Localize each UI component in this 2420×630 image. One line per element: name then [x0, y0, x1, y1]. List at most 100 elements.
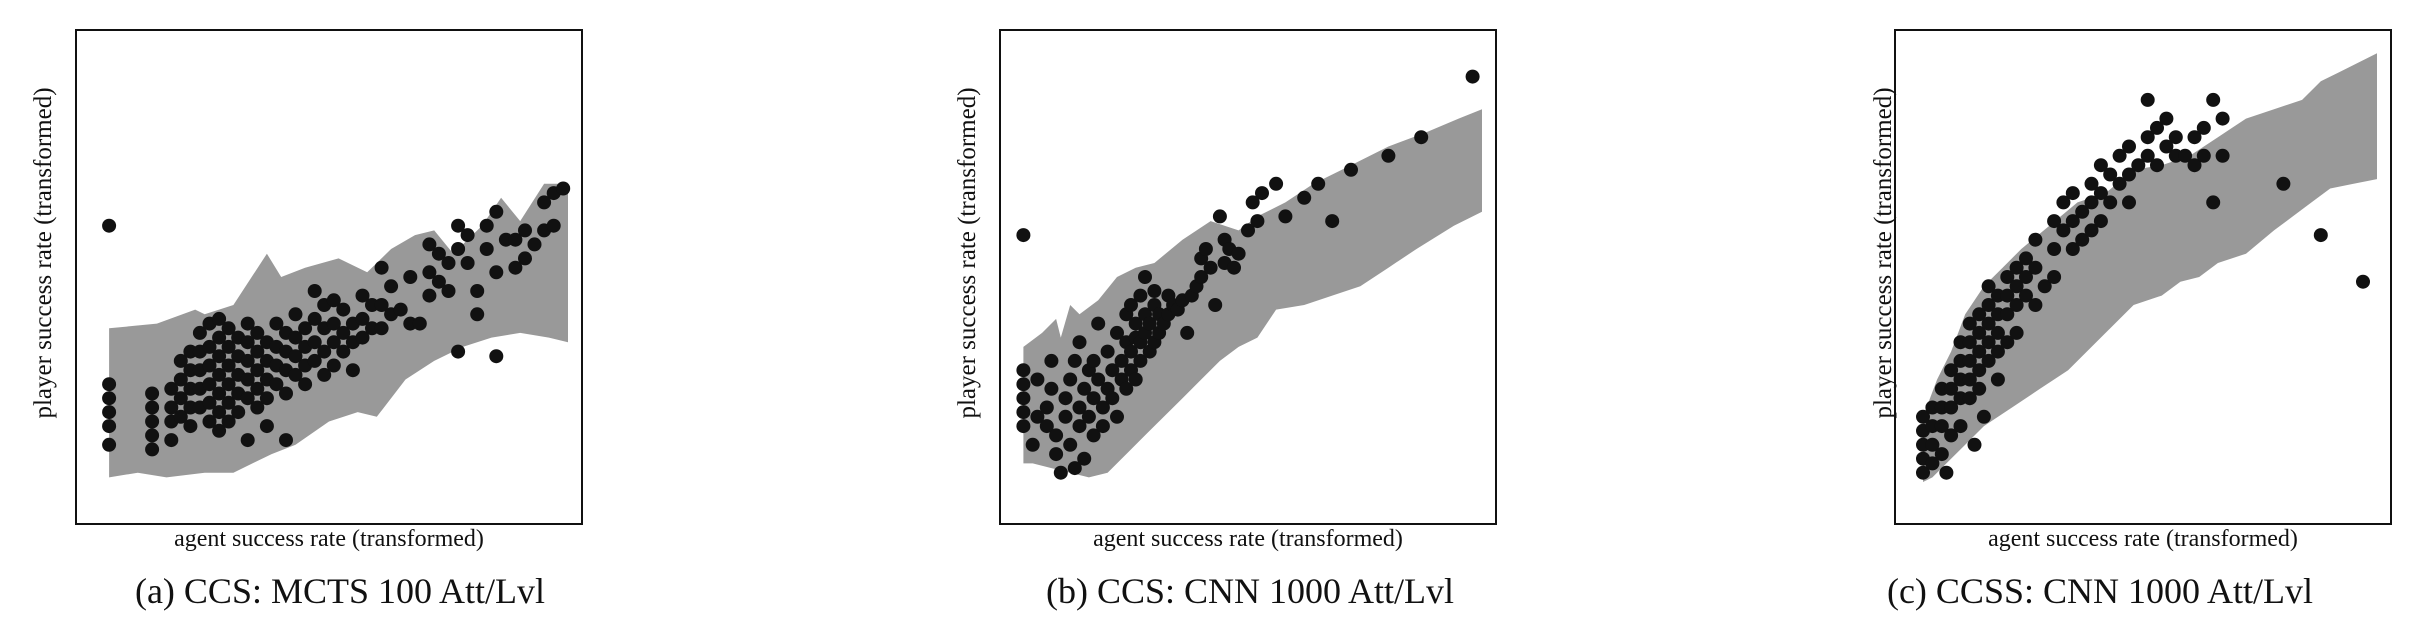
data-point	[240, 391, 255, 406]
data-point	[1278, 209, 1293, 224]
data-point	[2215, 111, 2230, 126]
data-point	[173, 391, 188, 406]
data-point	[422, 237, 437, 252]
data-point	[173, 372, 188, 387]
data-point	[336, 344, 351, 359]
data-point	[1058, 391, 1073, 406]
data-point	[2084, 223, 2099, 238]
data-point	[145, 414, 160, 429]
data-point	[451, 242, 466, 256]
data-point	[1972, 381, 1987, 396]
x-axis-label-b: agent success rate (transformed)	[1093, 526, 1403, 552]
data-point	[1981, 335, 1996, 350]
data-point	[355, 330, 370, 345]
data-point	[1128, 316, 1143, 331]
data-point	[2093, 214, 2108, 229]
data-point	[1311, 176, 1326, 191]
data-point	[1049, 447, 1064, 462]
data-point	[1208, 298, 1223, 312]
data-point	[1138, 270, 1152, 284]
panel-b: player success rate (transformed) agent …	[800, 0, 1610, 630]
data-point	[145, 386, 160, 401]
data-point	[1077, 381, 1092, 396]
data-point	[1990, 372, 2005, 387]
data-point	[1255, 186, 1269, 201]
data-point	[2150, 120, 2164, 135]
data-point	[2103, 167, 2118, 182]
data-point	[1049, 428, 1064, 443]
data-point	[1016, 363, 1031, 378]
data-point	[2215, 148, 2230, 163]
data-point	[2028, 298, 2043, 312]
data-point	[2000, 270, 2015, 284]
data-point	[1016, 377, 1031, 392]
data-point	[1063, 372, 1078, 387]
data-point	[1227, 260, 1241, 275]
data-point	[250, 381, 265, 396]
data-point	[202, 377, 217, 392]
data-point	[1981, 279, 1996, 294]
data-point	[212, 423, 227, 438]
data-point	[2131, 158, 2146, 173]
scatter-plot-b	[999, 29, 1497, 525]
data-point	[2000, 288, 2015, 303]
data-point	[2009, 260, 2024, 275]
data-point	[102, 218, 117, 233]
data-point	[422, 288, 437, 303]
data-point	[2019, 270, 2033, 284]
data-point	[431, 246, 446, 261]
data-point	[1972, 307, 1987, 322]
data-point	[259, 419, 274, 434]
data-point	[102, 405, 117, 420]
data-point	[2000, 335, 2015, 350]
data-point	[1981, 298, 1996, 312]
data-point	[345, 363, 360, 378]
data-point	[336, 302, 351, 317]
y-axis-label-b: player success rate (transformed)	[954, 87, 981, 419]
data-point	[365, 298, 379, 312]
data-point	[1962, 316, 1977, 331]
data-point	[1381, 148, 1396, 163]
data-point	[2276, 176, 2291, 191]
data-point	[2037, 279, 2052, 294]
data-point	[1124, 344, 1138, 359]
data-point	[2084, 195, 2099, 210]
data-point	[1133, 288, 1148, 303]
data-point	[1091, 316, 1106, 331]
data-point	[470, 284, 485, 298]
data-point	[1990, 325, 2005, 340]
plot-frame	[75, 29, 583, 525]
data-point	[2140, 148, 2155, 163]
data-point	[1086, 353, 1101, 368]
data-point	[489, 265, 504, 280]
data-point	[1245, 195, 1260, 210]
data-point	[355, 288, 370, 303]
data-point	[240, 353, 255, 368]
data-point	[221, 358, 236, 373]
data-point	[1981, 316, 1996, 331]
data-point	[250, 400, 265, 415]
data-point	[2206, 92, 2221, 107]
data-point	[451, 344, 466, 359]
data-point	[1072, 400, 1087, 415]
data-point	[2187, 130, 2202, 145]
data-point	[2056, 223, 2071, 238]
data-point	[556, 181, 571, 196]
data-point	[1016, 391, 1031, 406]
data-point	[102, 437, 117, 452]
data-point	[145, 428, 160, 443]
data-point	[202, 414, 217, 429]
data-point	[298, 377, 313, 392]
data-point	[1180, 325, 1195, 340]
data-point	[1972, 325, 1987, 340]
data-point	[2047, 270, 2062, 284]
data-point	[2150, 158, 2164, 173]
data-point	[240, 335, 255, 350]
scatter-plot-a	[75, 29, 583, 525]
data-point	[183, 419, 198, 434]
data-point	[1976, 409, 1991, 424]
data-point	[1086, 428, 1101, 443]
y-axis-label-c: player success rate (transformed)	[1870, 87, 1897, 419]
data-point	[279, 386, 293, 401]
data-point	[240, 433, 255, 448]
